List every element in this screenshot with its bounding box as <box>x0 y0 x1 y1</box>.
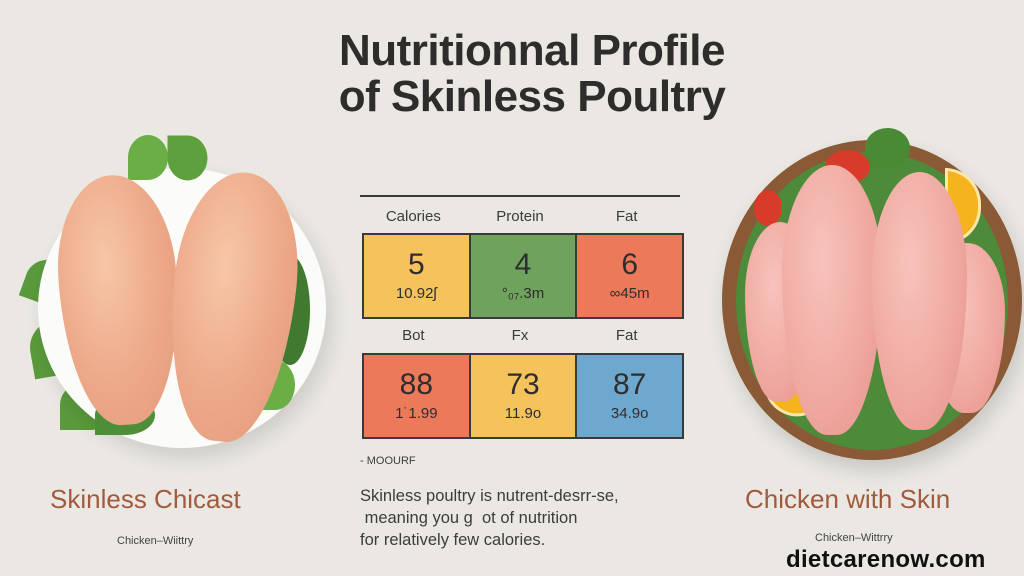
cell-subvalue: ∞45m <box>609 285 650 302</box>
cell-calories: 5 10.92ʃ <box>364 235 471 317</box>
cell-subvalue: 1˙1.99 <box>395 405 438 422</box>
header-fx: Fx <box>511 327 529 344</box>
cell-subvalue: 10.92ʃ <box>395 285 437 302</box>
description-line-3: for relatively few calories. <box>360 531 546 549</box>
cell-bot: 88 1˙1.99 <box>364 355 471 437</box>
table-note: - MOOURF <box>360 455 416 467</box>
title-line-2: of Skinless Poultry <box>338 72 726 121</box>
header-fat: Fat <box>615 208 638 225</box>
site-watermark: dietcarenow.com <box>786 546 986 573</box>
title-line-1: Nutritionnal Profile <box>339 26 726 75</box>
right-caption: Chicken with Skin <box>745 484 951 514</box>
cell-value: 73 <box>506 368 540 401</box>
description-line-1: Skinless poultry is nutrent-desrr-se, <box>360 487 619 505</box>
cell-subvalue: 34.9o <box>610 405 649 422</box>
cell-value: 6 <box>621 248 639 281</box>
left-subcaption: Chicken–Wiittry <box>117 535 194 547</box>
table-header-row-1: Calories Protein Fat <box>360 208 680 225</box>
header-bot: Bot <box>402 327 425 344</box>
right-subcaption: Chicken–Wittrry <box>815 532 893 544</box>
header-fat-2: Fat <box>615 327 638 344</box>
description: Skinless poultry is nutrent-desrr-se, me… <box>360 485 690 551</box>
cell-subvalue: 11.9o <box>504 405 542 422</box>
left-caption: Skinless Chicast <box>50 484 241 514</box>
header-protein: Protein <box>496 208 544 225</box>
cell-fat: 6 ∞45m <box>577 235 683 317</box>
cell-value: 4 <box>514 248 532 281</box>
cell-value: 88 <box>399 368 434 401</box>
cell-value: 87 <box>612 368 647 401</box>
description-line-2: meaning you g ot of nutrition <box>360 509 578 527</box>
table-header-row-2: Bot Fx Fat <box>360 327 680 344</box>
cell-fx: 73 11.9o <box>470 355 578 437</box>
table-top-rule <box>360 195 680 197</box>
cell-subvalue: °₀₇.3m <box>501 285 545 302</box>
header-calories: Calories <box>385 208 441 225</box>
nutrition-grid-row-1: 5 10.92ʃ 4 °₀₇.3m 6 ∞45m <box>362 233 684 319</box>
cell-fat-2: 87 34.9o <box>577 355 683 437</box>
nutrition-grid-row-2: 88 1˙1.99 73 11.9o 87 34.9o <box>362 353 684 439</box>
cell-value: 5 <box>407 248 425 281</box>
cell-protein: 4 °₀₇.3m <box>470 235 578 317</box>
page-title: Nutritionnal Profile of Skinless Poultry <box>0 28 1024 120</box>
